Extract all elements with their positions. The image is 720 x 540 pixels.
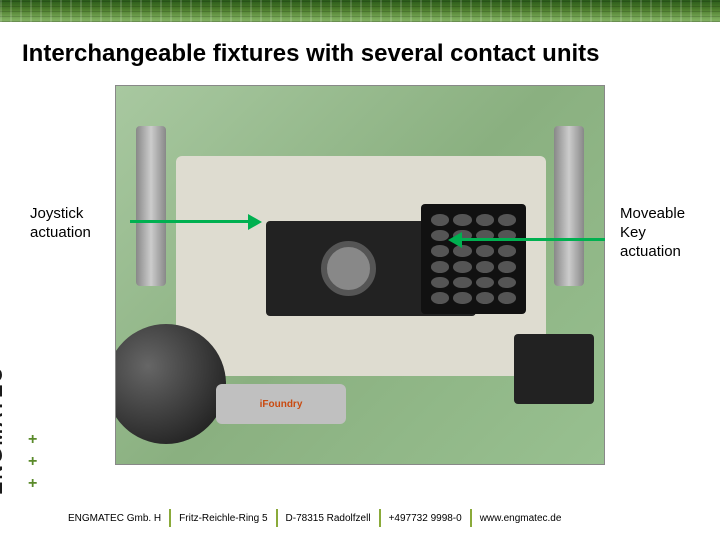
engmatec-vertical-logo: ENGMATEC [0,366,8,495]
plus-icon: + [28,476,37,492]
arrow-left-head [248,214,262,230]
arrow-left [130,220,250,223]
label-joystick: Joystick actuation [30,205,91,243]
footer-phone: +497732 9998-0 [381,513,470,524]
label-joystick-line2: actuation [30,224,91,243]
photo-keypad [421,204,526,314]
footer-company: ENGMATEC Gmb. H [60,513,169,524]
photo-center-hub [321,241,376,296]
arrow-right [460,238,605,241]
label-right-line2: Key [620,224,685,243]
label-right-line3: actuation [620,243,685,262]
footer-street: Fritz-Reichle-Ring 5 [171,513,275,524]
label-moveable-key: Moveable Key actuation [620,205,685,261]
plus-icon: + [28,432,37,448]
footer-url: www.engmatec.de [472,513,570,524]
top-decorative-strip [0,0,720,22]
plus-icon-stack: + + + [28,432,37,492]
plus-icon: + [28,454,37,470]
photo-pillar-left [136,126,166,286]
footer-city: D-78315 Radolfzell [278,513,379,524]
footer: ENGMATEC Gmb. H Fritz-Reichle-Ring 5 D-7… [60,508,700,528]
slide-title: Interchangeable fixtures with several co… [22,40,698,68]
fixture-photo-placeholder: iFoundry [115,85,605,465]
photo-pillar-right [554,126,584,286]
photo-keypad-dots [431,214,516,304]
arrow-right-head [448,232,462,248]
label-right-line1: Moveable [620,205,685,224]
slide: Interchangeable fixtures with several co… [0,0,720,540]
photo-lens [115,324,226,444]
label-joystick-line1: Joystick [30,205,91,224]
photo-foundry-label: iFoundry [216,384,346,424]
photo-motor [514,334,594,404]
